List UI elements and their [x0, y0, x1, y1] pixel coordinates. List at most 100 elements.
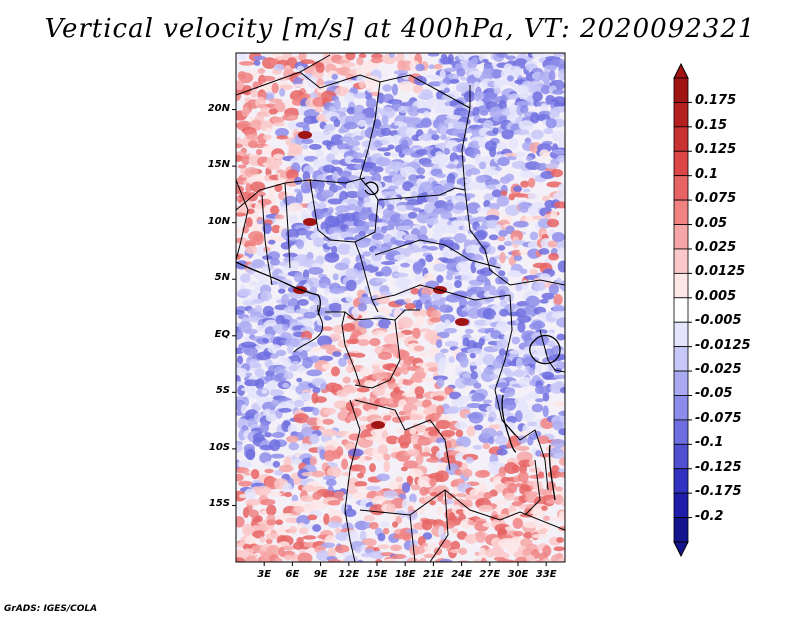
field-cell: [253, 55, 267, 61]
field-cell: [556, 317, 565, 328]
field-cell: [331, 73, 339, 80]
field-cell: [401, 148, 414, 156]
lon-label: 33E: [535, 569, 557, 580]
field-cell: [475, 531, 486, 543]
colorbar-segment: [673, 321, 689, 348]
field-cell: [415, 299, 423, 312]
field-cell: [553, 106, 565, 113]
field-cell: [301, 138, 314, 145]
field-cell: [456, 560, 471, 562]
strong-updraft-cell: [371, 421, 385, 429]
field-cell: [462, 468, 473, 478]
field-cell: [534, 363, 542, 373]
field-cell: [492, 127, 499, 135]
field-cell: [329, 105, 336, 113]
field-cell: [236, 90, 242, 101]
field-cell: [359, 465, 367, 475]
field-cell: [528, 459, 536, 467]
field-cell: [327, 206, 334, 214]
field-cell: [457, 157, 466, 163]
field-cell: [555, 79, 564, 90]
field-cell: [415, 453, 424, 466]
field-cell: [409, 493, 417, 504]
field-cell: [236, 473, 244, 482]
field-cell: [348, 247, 356, 257]
field-cell: [496, 448, 508, 456]
field-cell: [360, 552, 373, 558]
field-cell: [356, 559, 364, 562]
field-cell: [472, 559, 482, 562]
field-cell: [455, 493, 468, 498]
field-cell: [366, 86, 374, 93]
field-cell: [446, 498, 454, 505]
field-cell: [274, 158, 283, 167]
field-cell: [342, 322, 356, 332]
field-cell: [379, 106, 396, 119]
field-cell: [535, 398, 545, 403]
field-cell: [355, 485, 371, 491]
field-cell: [269, 389, 284, 397]
field-cell: [483, 193, 495, 202]
field-cell: [532, 430, 542, 438]
field-cell: [275, 127, 289, 138]
field-cell: [509, 270, 523, 278]
field-cell: [327, 198, 344, 205]
field-cell: [287, 115, 298, 120]
field-cell: [302, 269, 310, 280]
field-cell: [277, 288, 286, 294]
lake-malawi-outline: [548, 444, 556, 501]
field-cell: [553, 546, 565, 552]
field-cell: [483, 491, 493, 500]
field-cell: [254, 304, 263, 313]
colorbar-level-label: -0.0125: [695, 337, 751, 353]
field-cell: [321, 428, 338, 437]
field-cell: [527, 192, 537, 200]
field-cell: [535, 162, 549, 171]
field-cell: [282, 252, 298, 258]
colorbar: [673, 62, 692, 558]
field-cell: [550, 209, 558, 220]
field-cell: [412, 207, 422, 212]
field-cell: [442, 520, 456, 529]
field-cell: [444, 327, 458, 334]
field-cell: [512, 517, 523, 529]
field-cell: [394, 187, 407, 196]
field-cell: [298, 53, 307, 62]
field-cell: [496, 142, 507, 151]
field-cell: [555, 472, 565, 478]
field-cell: [271, 116, 285, 123]
field-cell: [429, 500, 436, 506]
field-cell: [558, 525, 565, 532]
field-cell: [425, 254, 434, 263]
field-cell: [330, 366, 340, 377]
field-cell: [240, 273, 251, 283]
field-cell: [556, 333, 565, 341]
field-cell: [456, 261, 471, 273]
border-line: [461, 85, 471, 191]
field-cell: [552, 53, 565, 58]
field-cell: [510, 141, 518, 150]
field-cell: [282, 482, 293, 495]
field-cell: [352, 152, 365, 159]
field-cell: [457, 395, 470, 405]
field-cell: [483, 169, 499, 176]
map-frame: [235, 52, 566, 563]
field-cell: [371, 260, 383, 267]
field-cell: [322, 326, 333, 331]
field-cell: [289, 214, 298, 224]
field-cell: [527, 205, 538, 216]
field-cell: [249, 509, 259, 518]
field-cell: [539, 299, 549, 304]
colorbar-level-label: 0.125: [695, 142, 737, 158]
field-cell: [515, 283, 523, 292]
field-cell: [356, 387, 370, 393]
field-cell: [462, 499, 473, 509]
field-cell: [365, 97, 377, 109]
field-cell: [270, 453, 285, 459]
field-cell: [262, 145, 274, 156]
field-cell: [341, 471, 352, 477]
field-cell: [380, 380, 388, 390]
field-cell: [436, 377, 445, 388]
field-cell: [236, 329, 244, 340]
field-cell: [550, 438, 565, 449]
